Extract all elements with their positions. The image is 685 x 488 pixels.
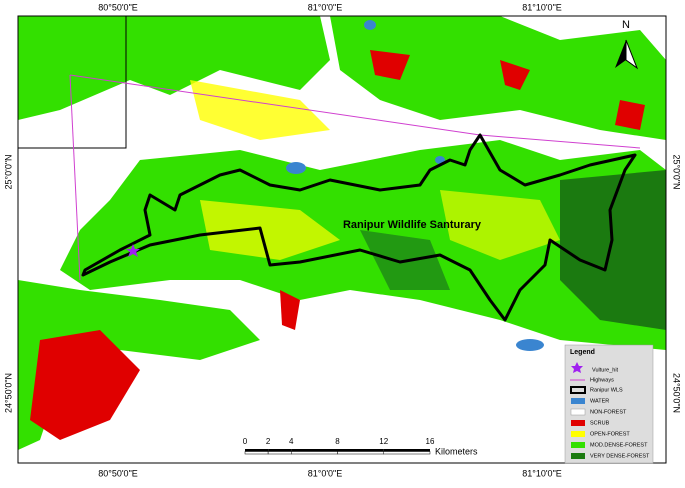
wls-boundary	[81, 133, 637, 322]
scale-segment	[245, 449, 269, 452]
map-frame	[17, 15, 667, 464]
scale-unit: Kilometers	[435, 446, 478, 456]
scale-segment	[337, 449, 384, 452]
scale-segment	[291, 449, 338, 452]
coord-label: 81°10'0"E	[522, 2, 562, 12]
scale-tick-label: 16	[426, 437, 435, 446]
legend-title: Legend	[570, 349, 595, 356]
legend-item: Ranipur WLS	[590, 387, 623, 393]
coord-label: 24°50'0"N	[3, 373, 13, 413]
coord-label: 25°0'0"N	[3, 154, 13, 189]
scale-tick-label: 0	[243, 437, 248, 446]
legend: Legend Vulture_hit Highways Ranipur WLS …	[564, 344, 654, 464]
highway	[69, 74, 81, 281]
coord-label: 80°50'0"E	[98, 2, 138, 12]
scale-segment	[337, 451, 384, 455]
scale-segment	[291, 451, 338, 455]
scale-segment	[244, 451, 269, 455]
legend-item: OPEN-FOREST	[590, 431, 630, 437]
north-arrow: N	[615, 19, 639, 70]
scale-segment	[268, 449, 292, 452]
legend-item: MOD.DENSE-FOREST	[590, 442, 648, 448]
legend-item: SCRUB	[590, 420, 610, 426]
coord-label: 24°50'0"N	[672, 373, 682, 413]
vulture-marker	[126, 244, 140, 257]
legend-item: VERY DENSE-FOREST	[590, 453, 650, 459]
north-label: N	[622, 19, 630, 31]
scale-tick-label: 4	[289, 437, 294, 446]
legend-item: NON-FOREST	[590, 409, 627, 415]
scale-tick-label: 2	[266, 437, 271, 446]
scale-segment	[383, 451, 431, 455]
coord-label: 81°0'0"E	[308, 2, 343, 12]
coord-label: 81°0'0"E	[308, 468, 343, 478]
legend-item: WATER	[590, 398, 609, 404]
land-cover	[18, 16, 666, 463]
coord-label: 25°0'0"N	[672, 154, 682, 189]
scale-tick-label: 8	[335, 437, 340, 446]
scale-bar: Kilometers 0 2 4 8 12 16	[243, 437, 478, 456]
legend-item: Vulture_hit	[592, 367, 619, 373]
scale-tick-label: 12	[379, 437, 388, 446]
scale-segment	[383, 449, 430, 452]
map-label: Ranipur Wildlife Santurary	[343, 219, 482, 231]
scale-segment	[267, 451, 292, 455]
coord-label: 81°10'0"E	[522, 468, 562, 478]
coord-label: 80°50'0"E	[98, 468, 138, 478]
legend-item: Highways	[590, 377, 614, 383]
